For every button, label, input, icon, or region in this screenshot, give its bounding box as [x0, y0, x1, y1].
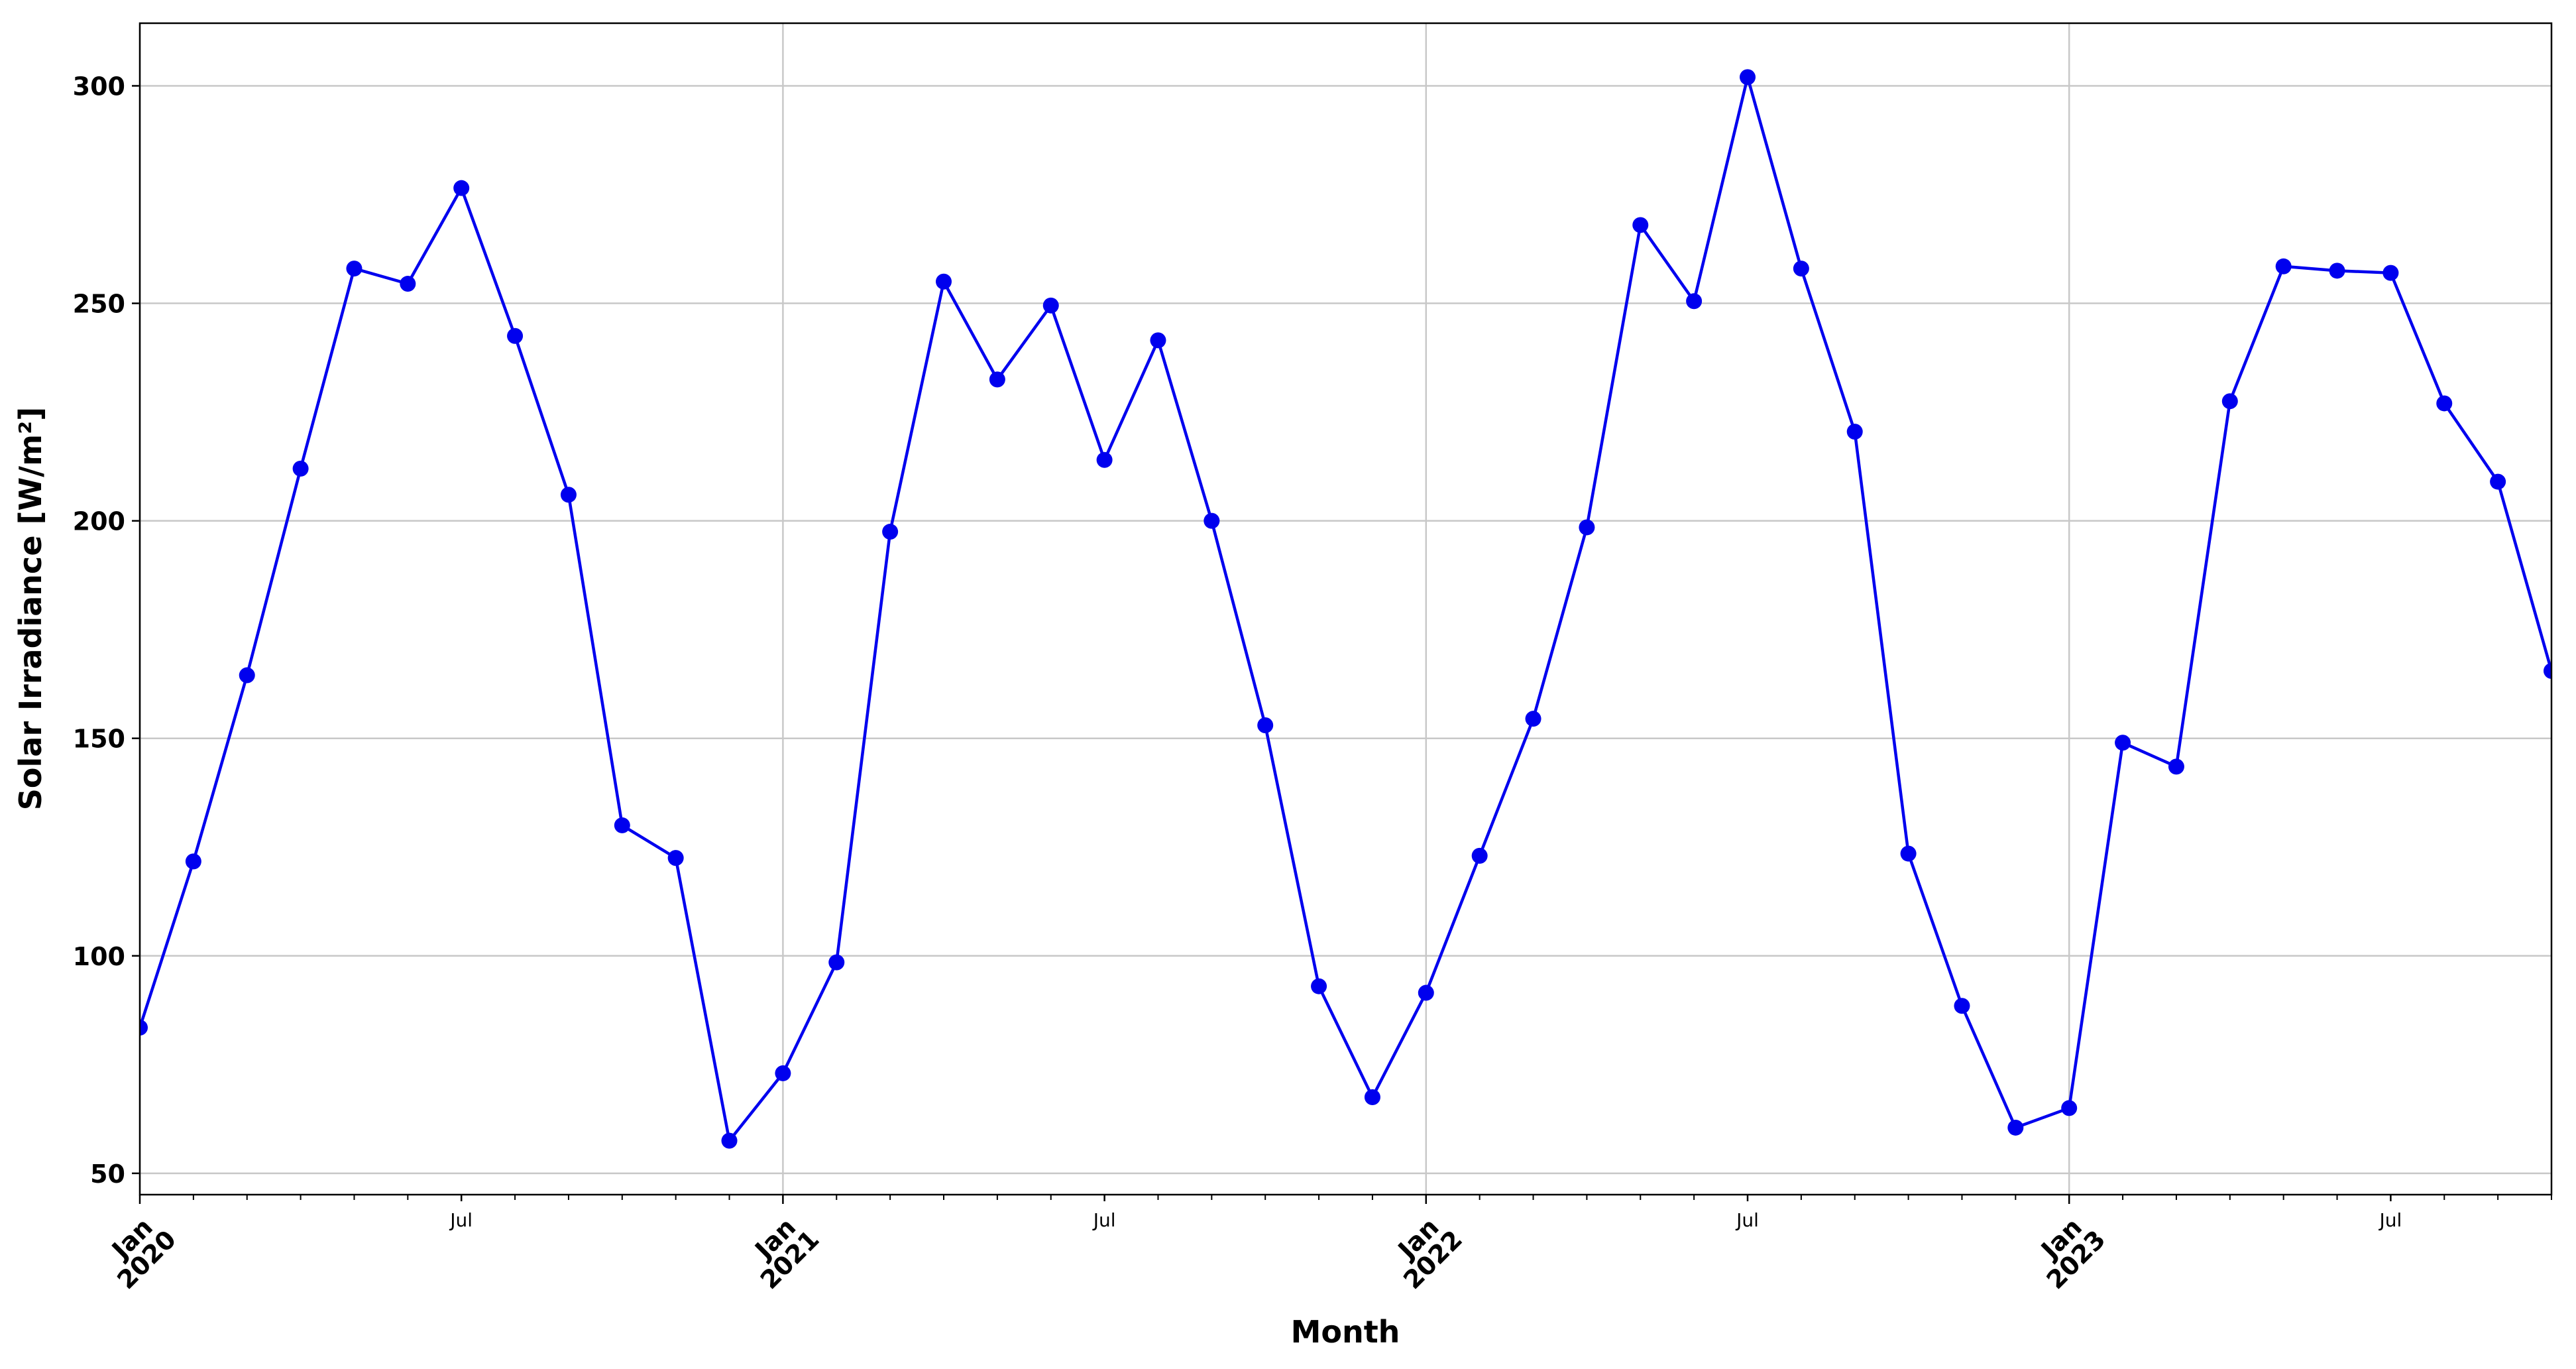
marker	[1042, 297, 1059, 314]
marker	[346, 261, 363, 277]
y-tick-label: 300	[73, 72, 125, 101]
y-axis-label: Solar Irradiance [W/m²]	[13, 407, 48, 810]
marker	[882, 524, 899, 540]
marker	[1364, 1089, 1380, 1106]
marker	[1846, 424, 1863, 440]
y-tick-label: 250	[73, 290, 125, 319]
marker	[667, 850, 684, 866]
marker	[1632, 217, 1649, 233]
marker	[2007, 1119, 2024, 1136]
marker	[2221, 393, 2238, 410]
marker	[828, 954, 845, 971]
marker	[2544, 663, 2551, 679]
marker	[1311, 978, 1327, 994]
x-tick-label: Jan2023	[2023, 1207, 2111, 1295]
marker	[721, 1132, 738, 1149]
plot-area	[140, 69, 2551, 1149]
y-tick-label: 150	[73, 725, 125, 754]
marker	[2275, 258, 2292, 274]
marker	[1954, 998, 1970, 1014]
marker	[2436, 395, 2453, 412]
marker	[1096, 451, 1113, 468]
x-tick-label: Jan2022	[1380, 1207, 1468, 1295]
marker	[400, 276, 416, 292]
marker	[2490, 473, 2506, 490]
x-tick-label: Jan2020	[93, 1207, 182, 1295]
marker	[1793, 261, 1809, 277]
marker	[1686, 293, 1703, 310]
plot-frame	[139, 22, 2553, 1196]
marker	[614, 817, 630, 833]
y-tick-label: 100	[73, 942, 125, 971]
marker	[989, 371, 1005, 388]
x-tick-label: Jan2021	[737, 1207, 825, 1295]
marker	[1579, 519, 1595, 536]
marker	[560, 487, 577, 503]
marker	[2329, 263, 2345, 279]
marker	[292, 460, 309, 477]
marker	[2168, 758, 2184, 775]
x-tick-label: Jul	[1735, 1209, 1759, 1231]
x-axis-label: Month	[1291, 1314, 1400, 1350]
marker	[936, 273, 952, 290]
marker	[2061, 1100, 2078, 1116]
marker	[1525, 711, 1541, 727]
marker	[1418, 984, 1434, 1001]
marker	[1471, 847, 1488, 864]
y-tick-label: 50	[90, 1160, 125, 1189]
marker	[1257, 717, 1274, 734]
x-tick-label: Jul	[2379, 1209, 2402, 1231]
marker	[185, 853, 201, 870]
line	[140, 71, 2551, 1144]
marker	[1900, 845, 1917, 862]
marker	[1150, 332, 1166, 349]
marker	[140, 1020, 148, 1036]
marker	[1204, 512, 1220, 529]
x-tick-label: Jul	[449, 1209, 473, 1231]
marker	[1740, 69, 1756, 86]
marker	[2115, 735, 2131, 751]
marker	[507, 327, 524, 344]
x-tick-label: Jul	[1092, 1209, 1116, 1231]
marker	[775, 1065, 791, 1081]
marker	[2382, 265, 2399, 281]
marker	[453, 180, 470, 196]
marker	[239, 667, 255, 684]
y-tick-label: 200	[73, 507, 125, 536]
